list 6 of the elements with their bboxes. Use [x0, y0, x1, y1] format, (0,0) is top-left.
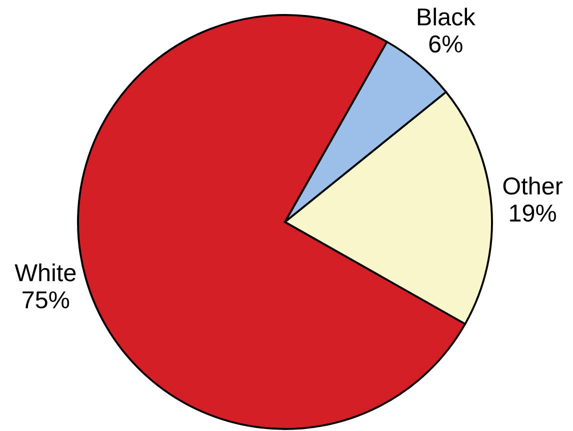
- data-label: 75%: [22, 291, 70, 308]
- data-label: 19%: [510, 204, 556, 222]
- slice-label: Black: [418, 8, 476, 26]
- data-label: 6%: [429, 35, 462, 53]
- slice-label: Other: [503, 176, 563, 195]
- slice-label: White: [14, 264, 76, 282]
